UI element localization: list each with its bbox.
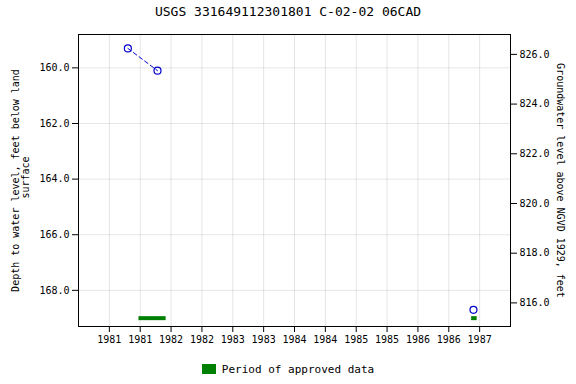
svg-text:1987: 1987	[468, 334, 492, 345]
svg-text:826.0: 826.0	[520, 49, 550, 60]
svg-text:816.0: 816.0	[520, 297, 550, 308]
svg-text:824.0: 824.0	[520, 98, 550, 109]
svg-text:1986: 1986	[406, 334, 430, 345]
svg-text:1981: 1981	[128, 334, 152, 345]
svg-text:1983: 1983	[221, 334, 245, 345]
svg-text:Groundwater level above NGVD 1: Groundwater level above NGVD 1929, feet	[555, 63, 566, 298]
svg-text:162.0: 162.0	[39, 118, 69, 129]
svg-text:1984: 1984	[282, 334, 306, 345]
svg-text:1986: 1986	[437, 334, 461, 345]
svg-text:160.0: 160.0	[39, 62, 69, 73]
svg-text:1981: 1981	[97, 334, 121, 345]
svg-text:1984: 1984	[313, 334, 337, 345]
svg-text:168.0: 168.0	[39, 285, 69, 296]
svg-text:Depth to water level, feet bel: Depth to water level, feet below land su…	[10, 69, 31, 292]
html-text:USGS 331649112301801 C-02-02 0: USGS 331649112301801 C-02-02 06CAD	[154, 4, 421, 19]
svg-text:166.0: 166.0	[39, 229, 69, 240]
svg-text:1983: 1983	[252, 334, 276, 345]
svg-text:820.0: 820.0	[520, 198, 550, 209]
svg-text:1985: 1985	[344, 334, 368, 345]
svg-text:1982: 1982	[190, 334, 214, 345]
svg-text:1985: 1985	[375, 334, 399, 345]
svg-text:1982: 1982	[159, 334, 183, 345]
svg-text:818.0: 818.0	[520, 247, 550, 258]
svg-text:164.0: 164.0	[39, 173, 69, 184]
svg-text:822.0: 822.0	[520, 148, 550, 159]
html-text:Period of approved data: Period of approved data	[221, 362, 375, 376]
